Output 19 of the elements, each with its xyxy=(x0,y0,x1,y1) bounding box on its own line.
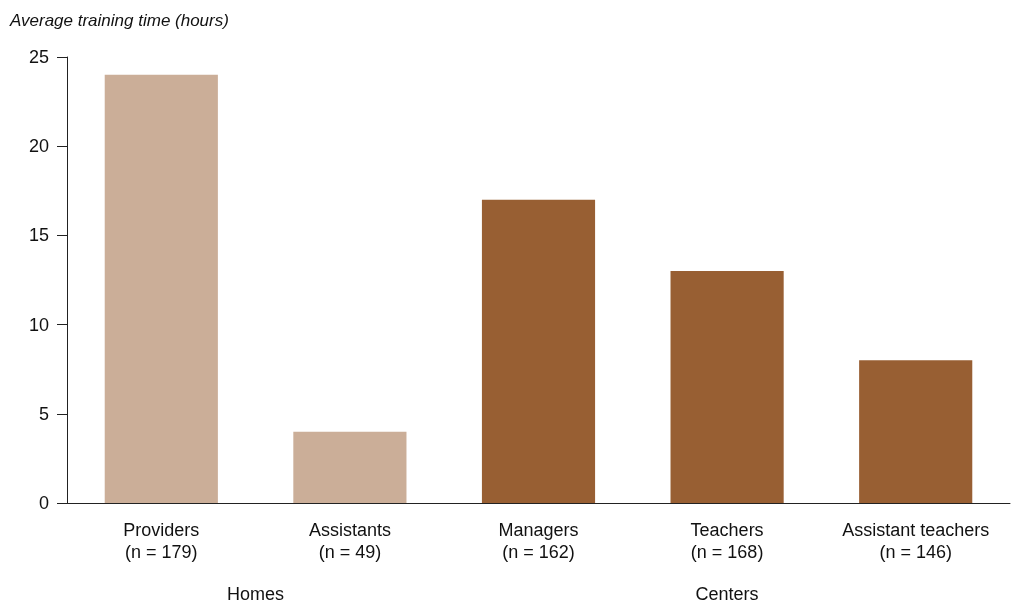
text: Centers xyxy=(695,584,759,601)
y-tick-label: 20 xyxy=(28,136,49,157)
bar xyxy=(481,199,596,503)
x-tick-label: Managers (n = 162) xyxy=(498,520,579,562)
y-axis-title: Average training time (hours) xyxy=(9,11,229,30)
x-tick-label: Providers (n = 179) xyxy=(123,520,200,562)
y-tick-label: 15 xyxy=(28,225,49,246)
y-tick-label: 10 xyxy=(28,314,49,335)
bar xyxy=(293,431,407,503)
y-tick-label: 25 xyxy=(28,47,49,67)
y-tick-label: 5 xyxy=(38,403,49,424)
bar xyxy=(670,271,784,503)
bar xyxy=(104,74,218,503)
bar xyxy=(859,360,973,503)
x-tick-label: Assistants (n = 49) xyxy=(308,520,391,562)
y-tick-label: 0 xyxy=(38,493,49,513)
x-tick-label: Assistant teachers (n = 146) xyxy=(842,520,990,562)
text: Homes xyxy=(227,584,285,601)
x-tick-label: Teachers (n = 168) xyxy=(690,520,764,562)
